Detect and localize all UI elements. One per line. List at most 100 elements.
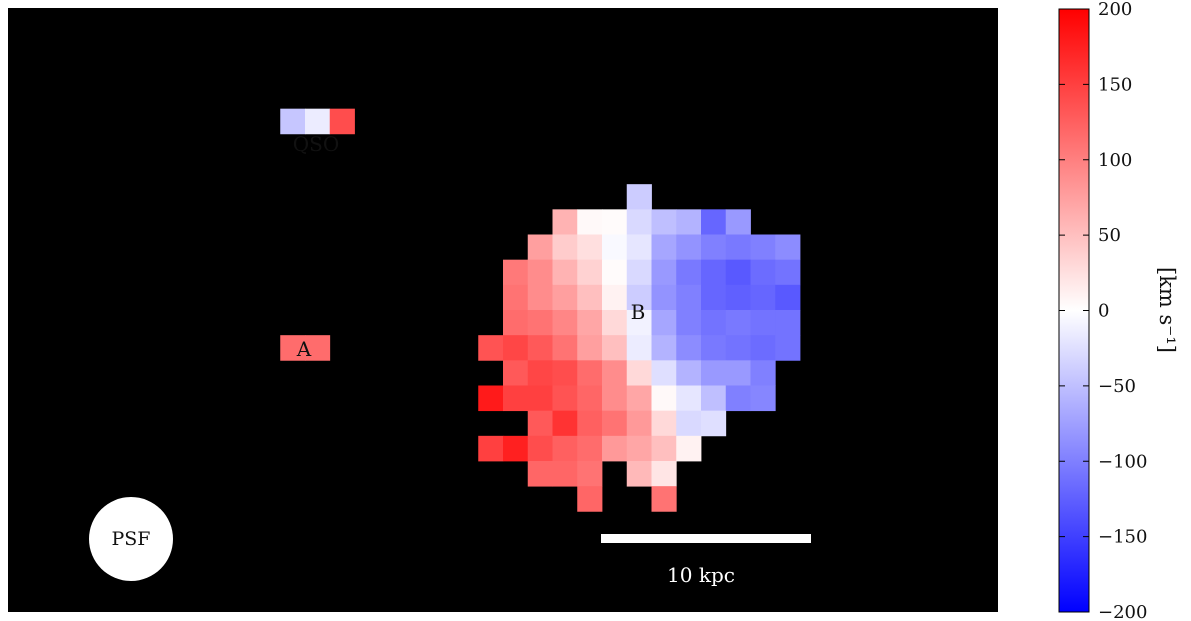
colorbar-tick-label: 200 (1098, 0, 1132, 20)
velocity-pixel (725, 335, 751, 361)
velocity-pixel (503, 284, 529, 311)
velocity-pixel (676, 284, 702, 311)
velocity-pixel (577, 461, 603, 487)
source-pixel-qso (280, 108, 306, 135)
velocity-pixel (626, 209, 652, 235)
velocity-pixel (626, 461, 652, 487)
source-a-label: A (296, 337, 312, 361)
velocity-pixel (701, 385, 727, 412)
velocity-pixel (577, 259, 603, 286)
colorbar-label: [km s⁻¹] (1155, 267, 1179, 353)
velocity-pixel (478, 435, 504, 462)
velocity-pixel (478, 335, 504, 361)
velocity-pixel (552, 385, 578, 412)
colorbar-tick-label: −100 (1098, 451, 1147, 472)
velocity-pixel (701, 284, 727, 311)
velocity-pixel (626, 310, 652, 336)
velocity-pixel (701, 209, 727, 235)
colorbar-tick-label: 150 (1098, 74, 1132, 95)
source-pixel-qso (305, 108, 331, 135)
velocity-pixel (750, 284, 776, 311)
velocity-pixel (676, 209, 702, 235)
source-pixel-a (280, 335, 306, 361)
velocity-pixel (577, 335, 603, 361)
velocity-pixel (503, 385, 529, 412)
velocity-pixel (676, 410, 702, 437)
velocity-pixel (577, 284, 603, 311)
velocity-pixel (775, 310, 801, 336)
velocity-pixel (552, 335, 578, 361)
velocity-pixel (602, 360, 628, 386)
velocity-pixel (577, 310, 603, 336)
velocity-pixel (676, 360, 702, 386)
velocity-pixel (602, 234, 628, 261)
velocity-pixel (676, 234, 702, 261)
velocity-pixel (552, 234, 578, 261)
colorbar-ticks: 200 150 100 50 0 −50 −100 −150 −200 (1059, 0, 1147, 621)
velocity-pixel (527, 435, 553, 462)
velocity-pixel (676, 259, 702, 286)
velocity-pixel (626, 284, 652, 311)
psf-label: PSF (112, 528, 151, 550)
velocity-pixel (626, 385, 652, 412)
velocity-pixel (676, 310, 702, 336)
velocity-pixel (775, 259, 801, 286)
velocity-pixel (750, 310, 776, 336)
velocity-pixel (651, 209, 677, 235)
velocity-pixel (577, 486, 603, 512)
velocity-pixel (750, 335, 776, 361)
velocity-pixel (577, 234, 603, 261)
velocity-pixel (651, 259, 677, 286)
velocity-pixel (552, 310, 578, 336)
source-pixels (280, 108, 355, 361)
velocity-pixel (701, 360, 727, 386)
velocity-pixel (626, 259, 652, 286)
velocity-pixel (651, 335, 677, 361)
velocity-pixel (552, 410, 578, 437)
velocity-pixel (626, 234, 652, 261)
colorbar-tick-label: 100 (1098, 150, 1132, 171)
velocity-pixel (527, 335, 553, 361)
colorbar-tick-label: −150 (1098, 527, 1147, 548)
velocity-pixel (676, 385, 702, 412)
velocity-pixel (503, 310, 529, 336)
velocity-pixel (725, 209, 751, 235)
velocity-pixel (602, 310, 628, 336)
velocity-pixel (577, 385, 603, 412)
velocity-pixel (725, 259, 751, 286)
colorbar-tick-label: −200 (1098, 602, 1147, 621)
velocity-pixel (527, 310, 553, 336)
velocity-pixel (701, 310, 727, 336)
velocity-pixel (775, 335, 801, 361)
velocity-pixel (725, 310, 751, 336)
velocity-pixel (651, 234, 677, 261)
velocity-pixel (527, 385, 553, 412)
velocity-pixel (750, 259, 776, 286)
velocity-pixel (651, 385, 677, 412)
velocity-pixel (577, 209, 603, 235)
velocity-pixel (626, 435, 652, 462)
velocity-pixel (626, 360, 652, 386)
colorbar-tick-label: −50 (1098, 376, 1136, 397)
velocity-pixel (775, 284, 801, 311)
velocity-pixel (626, 335, 652, 361)
colorbar-tick-label: 0 (1098, 301, 1109, 322)
velocity-pixel (701, 410, 727, 437)
velocity-pixel (552, 461, 578, 487)
velocity-pixel (503, 360, 529, 386)
velocity-pixel (701, 259, 727, 286)
velocity-pixel (750, 234, 776, 261)
psf-circle (89, 497, 173, 581)
velocity-pixel (725, 284, 751, 311)
velocity-pixel (651, 284, 677, 311)
velocity-pixel (602, 209, 628, 235)
velocity-pixel (552, 360, 578, 386)
velocity-pixel (651, 486, 677, 512)
velocity-pixel (527, 360, 553, 386)
velocity-pixel (725, 234, 751, 261)
source-b-label: B (631, 300, 646, 324)
velocity-pixel (651, 310, 677, 336)
velocity-pixel (602, 385, 628, 412)
scale-bar-label: 10 kpc (667, 563, 735, 587)
